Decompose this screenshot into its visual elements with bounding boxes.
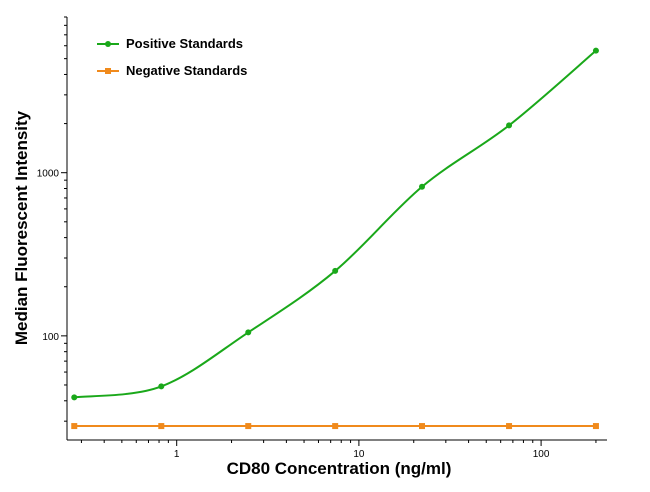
data-point: [418, 423, 425, 430]
legend-marker-negative: [105, 68, 111, 74]
data-point: [506, 122, 513, 129]
y-axis-title: Median Fluorescent Intensity: [12, 110, 31, 345]
legend: Positive Standards Negative Standards: [97, 36, 247, 78]
y-tick-label: 1000: [37, 169, 60, 180]
data-point: [506, 423, 513, 430]
x-tick-label: 1: [174, 449, 180, 460]
y-tick-label: 100: [42, 332, 59, 343]
x-tick-label: 100: [533, 449, 550, 460]
series-positive: [71, 47, 599, 401]
data-point: [592, 47, 599, 54]
data-point: [71, 423, 78, 430]
series-layer: [71, 47, 599, 430]
y-axis-ticks: 100 1000: [37, 16, 67, 422]
legend-item-negative: Negative Standards: [97, 63, 247, 78]
x-axis-ticks: 1 10 100: [80, 440, 597, 460]
data-point: [332, 267, 339, 274]
legend-label-negative: Negative Standards: [126, 63, 247, 78]
series-negative: [71, 423, 599, 430]
series-line: [74, 49, 597, 399]
data-point: [245, 329, 252, 336]
data-point: [592, 423, 599, 430]
legend-marker-positive: [105, 41, 111, 47]
data-point: [158, 383, 165, 390]
data-point: [245, 423, 252, 430]
x-tick-label: 10: [353, 449, 365, 460]
x-axis-title: CD80 Concentration (ng/ml): [227, 459, 452, 478]
data-point: [418, 183, 425, 190]
legend-item-positive: Positive Standards: [97, 36, 243, 51]
data-point: [71, 394, 78, 401]
data-point: [332, 423, 339, 430]
legend-label-positive: Positive Standards: [126, 36, 243, 51]
data-point: [158, 423, 165, 430]
